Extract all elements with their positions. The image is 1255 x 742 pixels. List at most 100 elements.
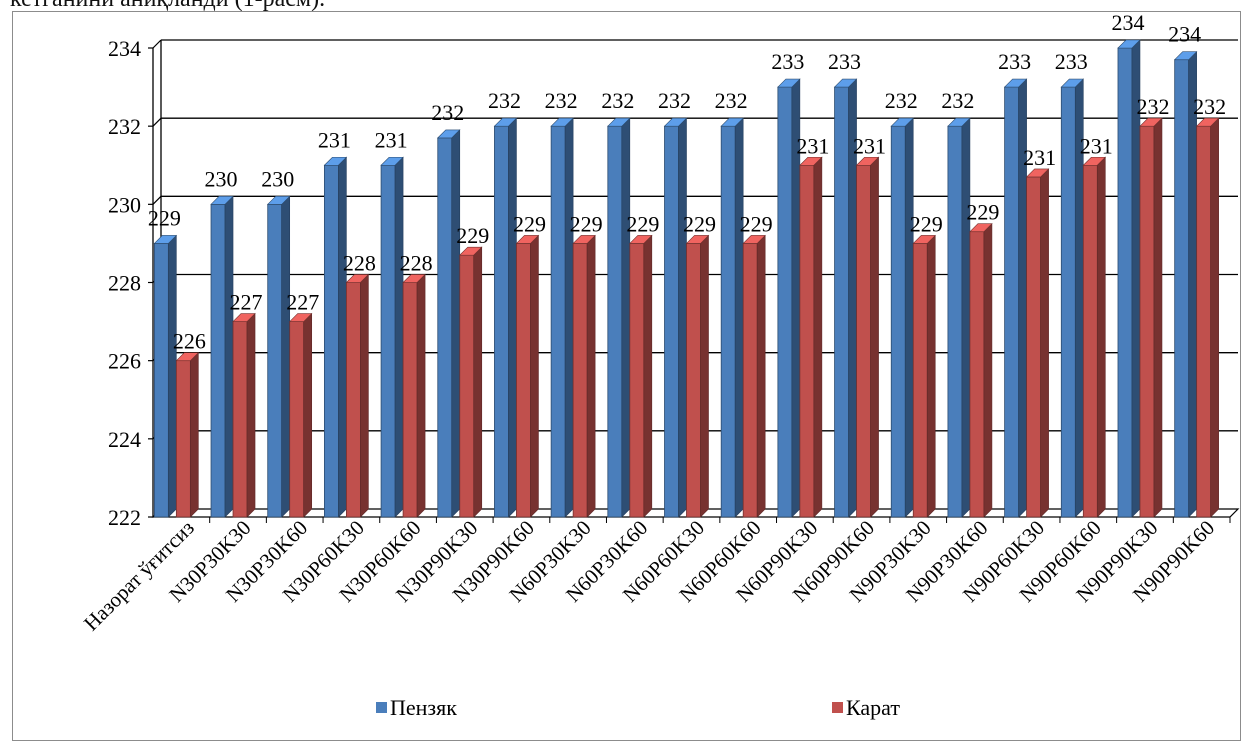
bar-karat [912, 234, 936, 518]
bar-karat [742, 234, 766, 518]
bar-top [777, 78, 801, 88]
bar-front [742, 243, 758, 518]
bar-side [416, 273, 426, 518]
bar-karat [685, 234, 710, 518]
data-label-karat: 228 [400, 251, 433, 276]
bar-top [153, 235, 178, 244]
bar-side [756, 234, 766, 518]
bar-penzyak [777, 78, 801, 518]
bar-chart: 222 224 226 228 230 232 234 229 226 230 227 230 227… [79, 12, 1240, 720]
bar-front [834, 86, 849, 518]
data-label-penzyak: 233 [828, 49, 861, 74]
y-tick-label: 230 [108, 192, 141, 217]
bar-front [1060, 86, 1076, 518]
bar-karat [175, 351, 200, 518]
bar-side [281, 195, 291, 518]
bar-penzyak [1117, 39, 1141, 518]
data-label-penzyak: 231 [318, 127, 351, 152]
bar-side [303, 312, 313, 518]
bar-front [380, 164, 396, 518]
bar-top [288, 313, 313, 322]
bar-top [855, 156, 880, 166]
data-label-penzyak: 232 [488, 88, 521, 113]
data-label-karat: 229 [910, 211, 943, 236]
bar-side [961, 117, 971, 518]
data-label-karat: 229 [513, 211, 546, 236]
bar-front [267, 203, 283, 518]
bar-penzyak [1060, 78, 1085, 518]
bar-front [607, 125, 623, 518]
bar-front [516, 243, 531, 518]
bar-side [586, 234, 596, 518]
data-label-karat: 231 [796, 133, 829, 158]
bar-penzyak [380, 156, 404, 518]
bar-karat [459, 246, 483, 518]
data-label-karat: 228 [343, 251, 376, 276]
bar-penzyak [153, 234, 178, 518]
bar-top [947, 117, 971, 127]
bar-top [742, 235, 766, 244]
bar-penzyak [833, 78, 858, 518]
bar-front [777, 86, 793, 518]
bar-karat [288, 312, 313, 518]
bar-front [1117, 47, 1133, 518]
bar-top [912, 235, 936, 244]
bar-front [1174, 59, 1190, 518]
bar-top [402, 274, 426, 283]
data-label-penzyak: 234 [1168, 22, 1201, 47]
data-label-penzyak: 230 [261, 166, 294, 191]
bar-front [1082, 164, 1098, 518]
bar-top [799, 156, 823, 166]
bar-karat [402, 273, 426, 518]
bar-side [1153, 117, 1163, 518]
bar-front [175, 360, 191, 518]
legend: Пензяк Карат [376, 695, 900, 720]
bars [153, 39, 1220, 518]
bar-front [1196, 125, 1212, 518]
bar-side [451, 129, 461, 518]
bar-top [833, 78, 858, 88]
bar-front [572, 243, 588, 518]
bar-top [232, 313, 256, 322]
y-tick-label: 232 [108, 114, 141, 139]
bar-karat [1139, 117, 1163, 518]
bar-karat [855, 156, 880, 518]
bar-side [473, 246, 483, 518]
bar-side [678, 117, 687, 518]
bar-side [508, 117, 517, 518]
bar-penzyak [607, 117, 631, 518]
page-top-text: кетганини аниқланди (1-расм). [10, 0, 325, 13]
bar-side [1040, 168, 1049, 518]
bar-front [1139, 125, 1155, 518]
bar-top [380, 156, 404, 166]
bar-penzyak [947, 117, 971, 518]
gridline-depth [152, 39, 162, 49]
bar-penzyak [1003, 78, 1028, 518]
data-label-penzyak: 231 [375, 127, 408, 152]
data-label-karat: 227 [230, 290, 263, 315]
y-tick-label: 226 [108, 349, 141, 374]
data-label-penzyak: 232 [601, 88, 634, 113]
data-label-penzyak: 232 [545, 88, 578, 113]
bar-front [289, 321, 305, 518]
bar-side [1210, 117, 1219, 518]
bar-top [720, 117, 744, 127]
bar-top [550, 117, 574, 127]
bar-front [345, 282, 361, 518]
bar-karat [1025, 168, 1050, 518]
gridline-depth [152, 195, 162, 205]
data-label-penzyak: 232 [885, 88, 918, 113]
bar-top [572, 235, 596, 244]
bar-front [686, 243, 701, 518]
bar-top [1173, 51, 1198, 61]
chart-frame: 222 224 226 228 230 232 234 229 226 230 227 230 227… [12, 11, 1241, 741]
bar-karat [345, 273, 370, 518]
bar-top [266, 196, 291, 205]
bar-side [168, 234, 177, 518]
bar-penzyak [890, 117, 914, 518]
data-label-karat: 229 [570, 211, 603, 236]
bar-top [1003, 78, 1028, 88]
bar-front [437, 137, 453, 518]
bar-top [323, 156, 348, 166]
bar-top [1025, 168, 1050, 178]
